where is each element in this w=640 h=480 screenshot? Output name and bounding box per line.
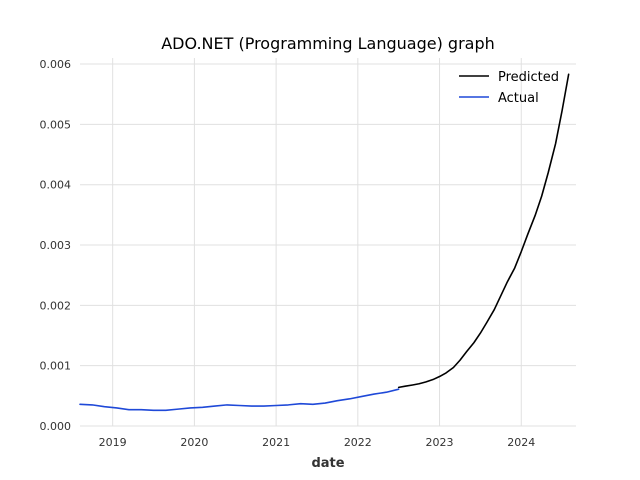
x-tick-label: 2021 xyxy=(262,436,290,449)
y-tick-label: 0.002 xyxy=(40,299,72,312)
series-line-predicted xyxy=(397,73,570,389)
legend-predicted-label: Predicted xyxy=(498,70,559,85)
x-axis-ticks: 2019 2020 2021 2022 2023 2024 xyxy=(99,436,536,449)
y-axis-ticks: 0.000 0.001 0.002 0.003 0.004 0.005 0.006 xyxy=(40,58,72,433)
x-tick-label: 2024 xyxy=(507,436,535,449)
y-tick-label: 0.003 xyxy=(40,239,72,252)
x-tick-label: 2023 xyxy=(426,436,454,449)
y-tick-label: 0.000 xyxy=(40,420,72,433)
x-axis-label: date xyxy=(311,456,344,471)
x-tick-label: 2022 xyxy=(344,436,372,449)
y-tick-label: 0.006 xyxy=(40,58,72,71)
legend: Predicted Actual xyxy=(459,70,559,106)
y-tick-label: 0.001 xyxy=(40,360,72,373)
y-tick-label: 0.005 xyxy=(40,118,72,131)
grid-lines xyxy=(80,58,576,427)
x-tick-label: 2019 xyxy=(99,436,127,449)
series-lines xyxy=(79,73,570,412)
legend-actual-label: Actual xyxy=(498,91,539,106)
chart-title: ADO.NET (Programming Language) graph xyxy=(161,34,495,53)
x-tick-label: 2020 xyxy=(180,436,208,449)
series-line-actual xyxy=(79,388,400,412)
y-tick-label: 0.004 xyxy=(40,179,72,192)
